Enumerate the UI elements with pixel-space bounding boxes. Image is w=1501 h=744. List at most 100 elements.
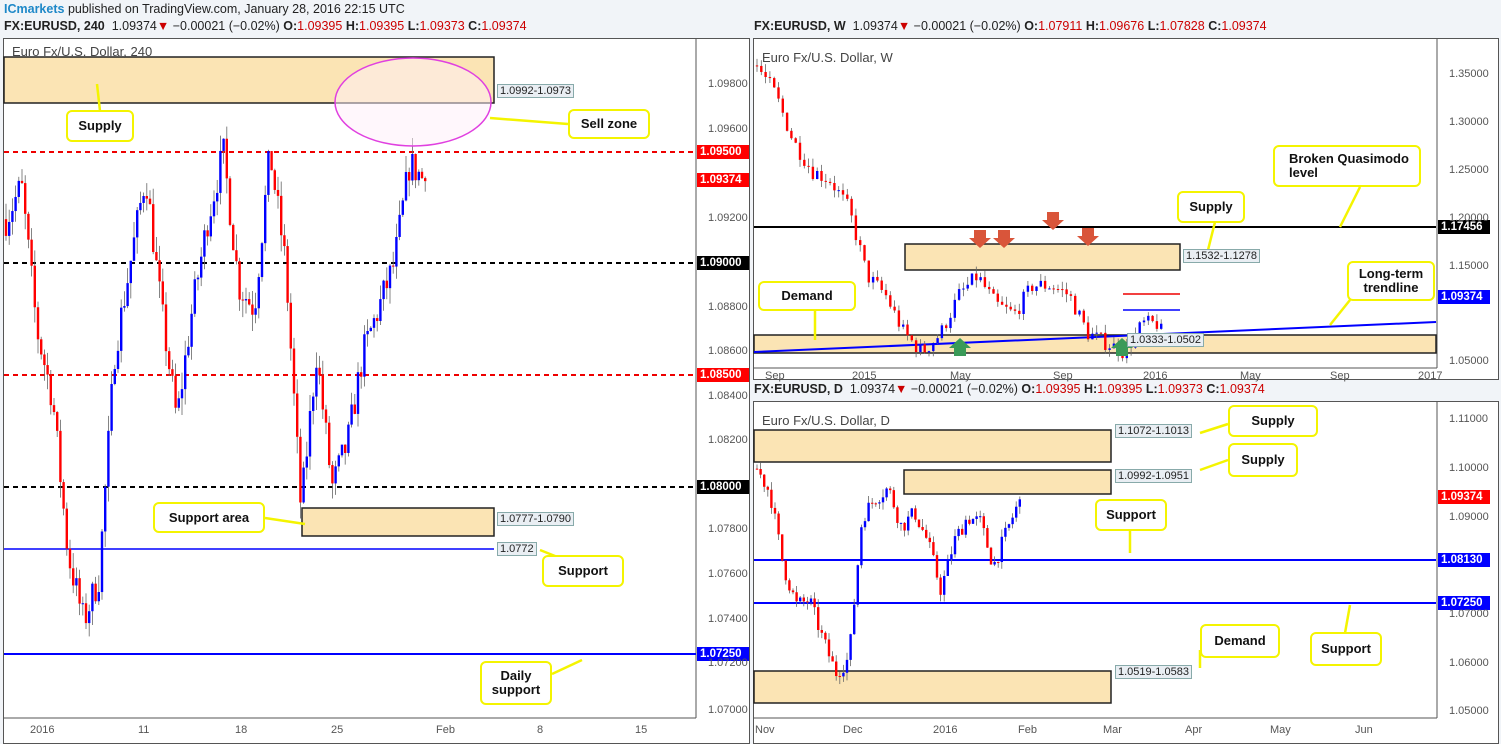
candle <box>20 180 24 184</box>
y-tick: 1.05000 <box>1449 705 1489 717</box>
candle <box>75 578 78 586</box>
publisher-link[interactable]: ICmarkets <box>4 2 65 16</box>
callout-supply: Supply <box>66 110 134 142</box>
candle <box>755 65 759 67</box>
candle <box>164 304 168 352</box>
candle <box>846 194 849 199</box>
down-arrow-icon: ▼ <box>897 19 911 33</box>
candle <box>910 335 913 341</box>
candle <box>296 393 299 437</box>
candle <box>129 260 132 284</box>
candle <box>132 237 136 261</box>
candle <box>1108 348 1111 350</box>
y-tick: 1.20000 <box>1449 212 1489 224</box>
candle <box>1074 295 1077 315</box>
candle <box>30 239 33 266</box>
candle <box>14 196 17 212</box>
candle <box>914 340 918 353</box>
candle <box>798 142 802 160</box>
zone-label: 1.0777-1.0790 <box>497 512 574 526</box>
candle <box>235 250 238 262</box>
candle <box>286 246 289 303</box>
symbol: FX:EURUSD, W <box>754 19 846 33</box>
candle <box>817 607 820 630</box>
candle <box>903 522 906 531</box>
candle <box>145 196 148 199</box>
candle <box>968 519 971 524</box>
x-tick: May <box>1240 370 1261 382</box>
candle <box>168 351 171 370</box>
current-price-tag: 1.09374 <box>1438 490 1490 504</box>
candle <box>907 516 910 531</box>
candle <box>312 396 315 412</box>
candle <box>238 261 241 300</box>
candle <box>854 215 858 241</box>
current-price-tag: 1.09374 <box>697 173 749 187</box>
candle <box>813 598 816 608</box>
candle <box>1065 289 1068 295</box>
callout-support: Support <box>1095 499 1167 531</box>
candle <box>785 112 789 131</box>
candle <box>816 170 819 180</box>
candle <box>893 306 896 311</box>
candle <box>254 308 257 315</box>
candle <box>845 659 849 673</box>
candle <box>1043 280 1047 289</box>
candle <box>962 288 965 290</box>
open: 1.09395 <box>1035 382 1081 396</box>
candle <box>52 405 56 413</box>
candle <box>878 502 881 504</box>
green-up-arrows <box>949 338 1133 356</box>
candle <box>244 299 248 301</box>
callout-demand: Demand <box>758 281 856 311</box>
candle <box>276 189 280 196</box>
candle <box>946 559 949 576</box>
candle <box>964 519 967 535</box>
candle <box>142 196 145 203</box>
candle <box>1056 289 1060 291</box>
candle <box>811 166 815 180</box>
candle <box>289 302 292 349</box>
candle <box>318 367 321 376</box>
x-tick: 18 <box>235 724 248 736</box>
candle <box>986 528 989 548</box>
candle <box>299 436 302 503</box>
candle <box>1004 527 1007 537</box>
candle <box>932 343 935 352</box>
candle <box>932 542 935 556</box>
candle <box>770 489 773 508</box>
candle <box>84 603 88 624</box>
candle <box>411 153 414 181</box>
chart-title: Euro Fx/U.S. Dollar, D <box>762 413 890 428</box>
y-tick: 1.10000 <box>1449 462 1489 474</box>
candle <box>889 295 892 307</box>
candle <box>232 224 235 251</box>
price-tag: 1.17456 <box>1438 220 1490 234</box>
candle <box>110 383 113 431</box>
callout-trendline: Long-term trendline <box>1347 261 1435 301</box>
candle <box>896 507 899 523</box>
candle <box>997 561 1000 563</box>
candle <box>856 565 859 605</box>
candle <box>881 497 885 503</box>
candle <box>1142 320 1146 323</box>
candle <box>892 490 895 508</box>
candle <box>943 575 946 595</box>
chart-panel-weekly[interactable] <box>753 38 1499 380</box>
candle <box>831 656 834 662</box>
candle <box>1099 332 1103 334</box>
x-tick: Sep <box>1053 370 1073 382</box>
candle <box>949 317 952 329</box>
candle <box>806 601 809 603</box>
candle <box>773 507 777 514</box>
candle <box>424 178 427 182</box>
chart-panel-240[interactable] <box>3 38 750 744</box>
candle <box>401 200 404 215</box>
candle <box>777 513 780 535</box>
last: 1.09374 <box>849 382 896 396</box>
candle <box>950 554 953 560</box>
low: 1.07828 <box>1159 19 1205 33</box>
candle <box>766 486 769 490</box>
candle <box>919 344 922 353</box>
